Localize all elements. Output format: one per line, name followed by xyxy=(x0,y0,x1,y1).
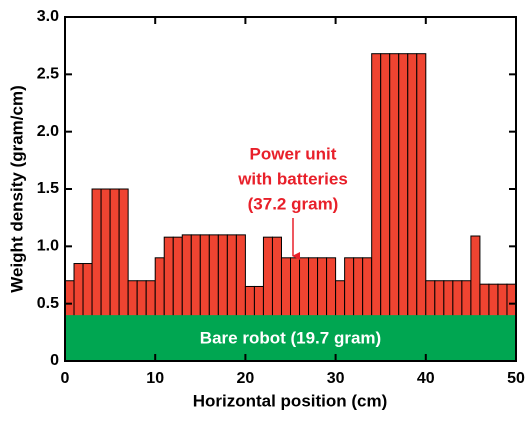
annotation: Power unit xyxy=(250,144,337,163)
x-tick-label: 40 xyxy=(417,370,435,387)
annotation: (37.2 gram) xyxy=(248,194,339,213)
y-tick-label: 0.5 xyxy=(37,295,59,312)
y-tick-label: 0 xyxy=(50,352,59,369)
x-tick-label: 0 xyxy=(61,370,70,387)
bar xyxy=(371,53,382,362)
bar xyxy=(407,53,418,362)
x-tick-label: 20 xyxy=(237,370,255,387)
bar xyxy=(380,53,391,362)
x-axis-label: Horizontal position (cm) xyxy=(193,391,388,410)
x-tick-label: 50 xyxy=(507,370,525,387)
y-tick-label: 1.0 xyxy=(37,238,59,255)
bar xyxy=(416,53,427,362)
base-label: Bare robot (19.7 gram) xyxy=(200,329,381,348)
x-tick-label: 30 xyxy=(327,370,345,387)
plot-area: Bare robot (19.7 gram) 0 0.5 1.0 1.5 2.0 2.5 3.… xyxy=(37,8,525,387)
y-tick-label: 1.5 xyxy=(37,180,59,197)
y-axis-label: Weight density (gram/cm) xyxy=(7,85,26,293)
bar xyxy=(389,53,400,362)
y-tick-label: 3.0 xyxy=(37,8,59,25)
y-tick-label: 2.5 xyxy=(37,66,59,83)
x-tick-label: 10 xyxy=(146,370,164,387)
annotation: with batteries xyxy=(237,169,348,188)
base-band xyxy=(65,315,516,361)
bar xyxy=(398,53,409,362)
y-tick-label: 2.0 xyxy=(37,123,59,140)
